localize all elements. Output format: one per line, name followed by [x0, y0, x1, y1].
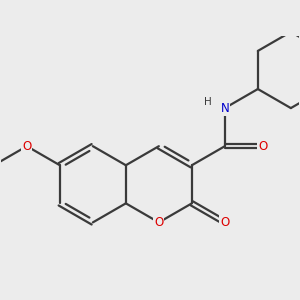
- Text: O: O: [22, 140, 32, 153]
- Text: O: O: [220, 216, 230, 229]
- Text: N: N: [220, 102, 229, 115]
- Text: O: O: [258, 140, 268, 153]
- Text: O: O: [154, 216, 164, 229]
- Text: H: H: [204, 98, 212, 107]
